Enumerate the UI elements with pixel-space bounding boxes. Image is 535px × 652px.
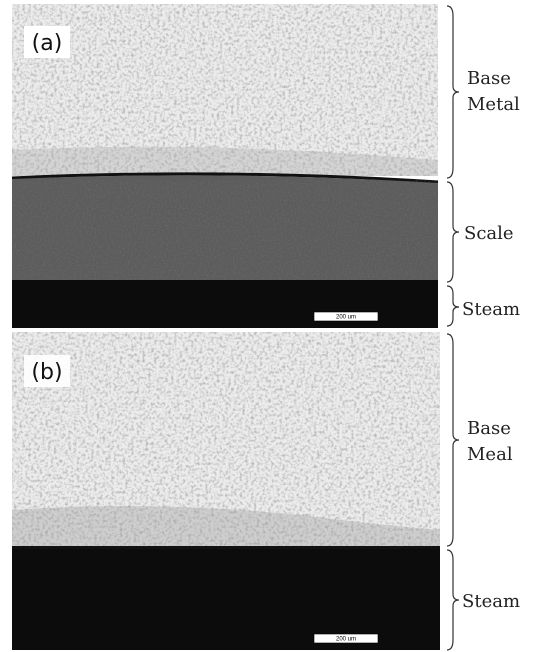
annotation: Meal: [467, 444, 513, 465]
scale-bar-label: 200 um: [336, 637, 356, 643]
brace: [446, 181, 460, 283]
micrograph-b: 200 um (b): [12, 332, 440, 650]
brace: [446, 333, 460, 547]
annotation: Scale: [464, 223, 514, 244]
annotation: Steam: [462, 591, 520, 612]
annotation: Base: [467, 68, 511, 89]
annotation: Base: [467, 418, 511, 439]
annotation: Steam: [462, 299, 520, 320]
brace: [446, 285, 460, 327]
panel-label: (a): [32, 31, 63, 56]
annotation: Metal: [467, 94, 520, 115]
micrograph-a: 200 um (a): [11, 4, 439, 328]
panel-label: (b): [31, 360, 62, 385]
scale-bar-label: 200 um: [336, 315, 356, 321]
brace: [446, 549, 460, 651]
brace: [446, 5, 460, 179]
